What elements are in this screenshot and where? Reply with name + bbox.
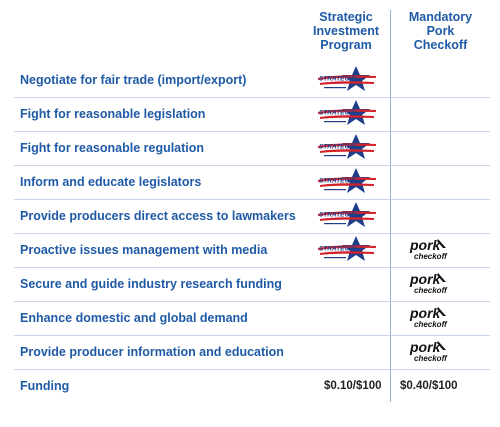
svg-text:checkoff: checkoff	[414, 320, 448, 329]
svg-text:pork: pork	[409, 339, 442, 355]
pork-checkoff-logo-icon: pork checkoff	[409, 237, 448, 261]
svg-text:STRATEGIC: STRATEGIC	[319, 178, 356, 185]
strategic-investment-logo: STRATEGIC	[316, 167, 378, 197]
table-row: Fight for reasonable regulation STRATEGI…	[14, 131, 490, 166]
svg-text:pork: pork	[409, 271, 442, 287]
pork-checkoff-logo: pork checkoff	[408, 270, 456, 298]
strategic-star-icon: STRATEGIC	[318, 134, 376, 159]
strategic-star-icon: STRATEGIC	[318, 168, 376, 193]
svg-text:STRATEGIC: STRATEGIC	[319, 110, 356, 117]
pork-checkoff-logo-icon: pork checkoff	[409, 339, 448, 363]
table-row: Secure and guide industry research fundi…	[14, 267, 490, 302]
row-label: Fight for reasonable legislation	[20, 107, 206, 121]
svg-text:checkoff: checkoff	[414, 252, 448, 261]
table-row: Fight for reasonable legislation STRATEG…	[14, 97, 490, 132]
funding-label: Funding	[20, 379, 70, 393]
pork-checkoff-logo-icon: pork checkoff	[409, 271, 448, 295]
table-row: Negotiate for fair trade (import/export)…	[14, 63, 490, 98]
strategic-investment-logo: STRATEGIC	[316, 201, 378, 231]
pork-checkoff-logo: pork checkoff	[408, 304, 456, 332]
svg-text:checkoff: checkoff	[414, 354, 448, 363]
table-row: Enhance domestic and global demand pork …	[14, 301, 490, 336]
svg-text:pork: pork	[409, 305, 442, 321]
row-label: Negotiate for fair trade (import/export)	[20, 73, 247, 87]
pork-checkoff-logo: pork checkoff	[408, 236, 456, 264]
table-row: Inform and educate legislators STRATEGIC	[14, 165, 490, 200]
column-header-strategic-investment-program: Strategic Investment Program	[306, 10, 386, 52]
row-label: Fight for reasonable regulation	[20, 141, 205, 155]
funding-value-strategic: $0.10/$100	[324, 380, 382, 392]
column-header-line: Mandatory	[408, 10, 473, 24]
table-row: Proactive issues management with media S…	[14, 233, 490, 268]
column-header-line: Program	[320, 38, 372, 52]
pork-checkoff-logo: pork checkoff	[408, 338, 456, 366]
column-header-line: Checkoff	[413, 38, 468, 52]
strategic-investment-logo: STRATEGIC	[316, 133, 378, 163]
column-divider	[390, 10, 391, 402]
pork-checkoff-logo-icon: pork checkoff	[409, 305, 448, 329]
strategic-star-icon: STRATEGIC	[318, 236, 376, 261]
column-header-line: Strategic	[319, 10, 373, 24]
svg-text:pork: pork	[409, 237, 442, 253]
svg-text:checkoff: checkoff	[414, 286, 448, 295]
table-row: Provide producer information and educati…	[14, 335, 490, 370]
column-header-line: Pork	[426, 24, 455, 38]
strategic-investment-logo: STRATEGIC	[316, 65, 378, 95]
table-row: Provide producers direct access to lawma…	[14, 199, 490, 234]
svg-text:STRATEGIC: STRATEGIC	[319, 76, 356, 83]
row-label: Secure and guide industry research fundi…	[20, 277, 282, 291]
svg-text:STRATEGIC: STRATEGIC	[319, 144, 356, 151]
row-label: Provide producers direct access to lawma…	[20, 209, 296, 223]
svg-text:STRATEGIC: STRATEGIC	[319, 212, 356, 219]
row-label: Provide producer information and educati…	[20, 345, 284, 359]
strategic-investment-logo: STRATEGIC	[316, 99, 378, 129]
row-label: Enhance domestic and global demand	[20, 311, 248, 325]
column-header-line: Investment	[313, 24, 379, 38]
strategic-star-icon: STRATEGIC	[318, 66, 376, 91]
strategic-investment-logo: STRATEGIC	[316, 235, 378, 265]
strategic-star-icon: STRATEGIC	[318, 100, 376, 125]
strategic-star-icon: STRATEGIC	[318, 202, 376, 227]
row-label: Proactive issues management with media	[20, 243, 268, 257]
funding-value-pork-checkoff: $0.40/$100	[400, 380, 458, 392]
column-header-mandatory-pork-checkoff: Mandatory Pork Checkoff	[393, 10, 488, 52]
funding-row: Funding $0.10/$100 $0.40/$100	[14, 369, 490, 403]
row-label: Inform and educate legislators	[20, 175, 202, 189]
svg-text:STRATEGIC: STRATEGIC	[319, 246, 356, 253]
